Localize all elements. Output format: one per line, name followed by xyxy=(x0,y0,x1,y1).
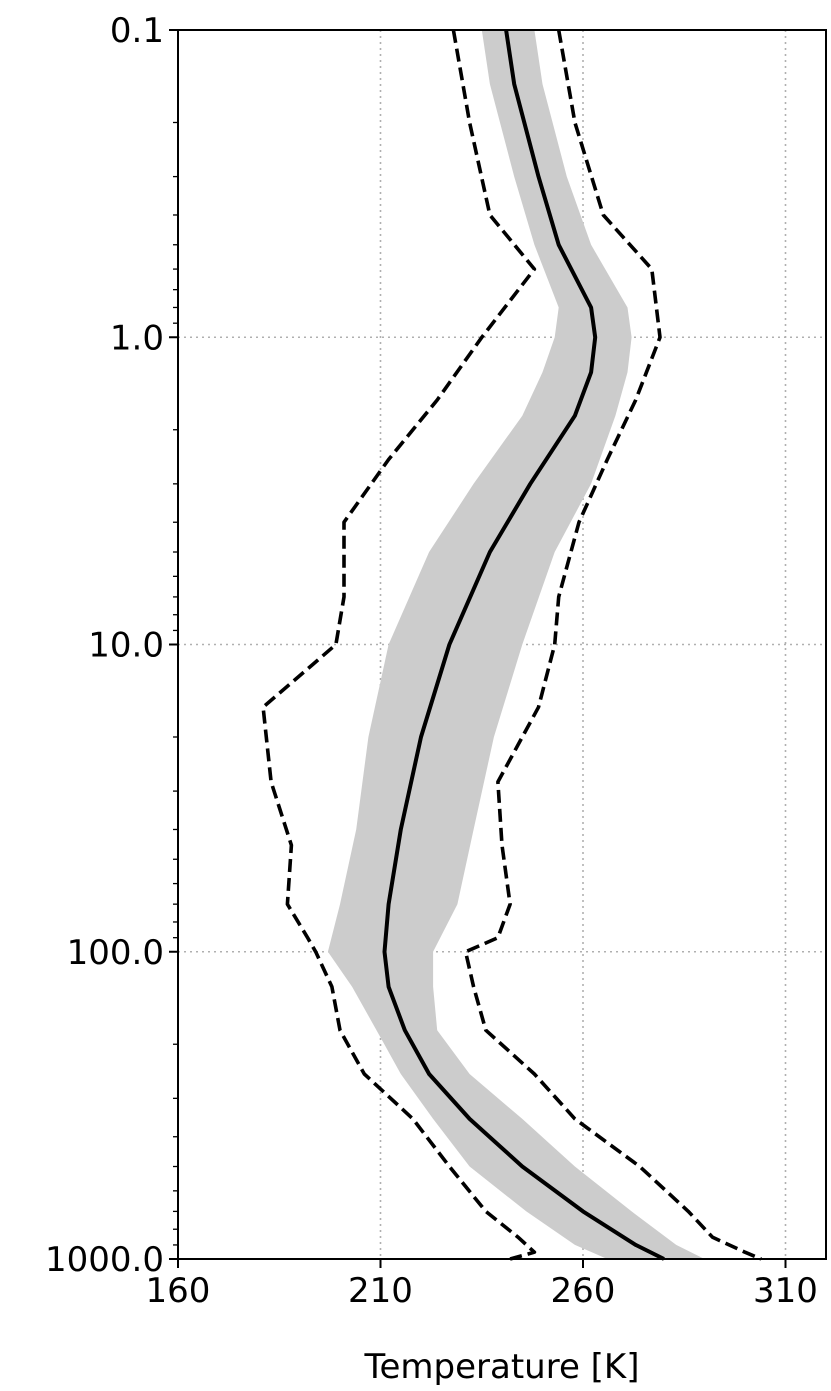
y-tick-label: 10.0 xyxy=(88,626,164,666)
y-tick-label: 0.1 xyxy=(110,11,164,51)
y-tick-label: 1.0 xyxy=(110,318,164,358)
x-axis-label: Temperature [K] xyxy=(363,1347,639,1387)
x-tick-label: 160 xyxy=(146,1271,211,1311)
x-tick-label: 260 xyxy=(551,1271,616,1311)
x-tick-label: 310 xyxy=(753,1271,818,1311)
x-tick-label: 210 xyxy=(348,1271,413,1311)
x-axis-ticks: 160 210 260 310 xyxy=(146,1259,818,1311)
profile-lines xyxy=(261,29,762,1261)
mean-profile-line xyxy=(382,29,665,1261)
y-tick-label: 1000.0 xyxy=(45,1240,164,1280)
extreme-profile-line-2 xyxy=(261,29,537,1261)
spread-band xyxy=(327,30,705,1259)
spread-band-area xyxy=(327,30,705,1259)
y-tick-label: 100.0 xyxy=(67,933,164,973)
extreme-profile-line-3 xyxy=(463,29,762,1261)
y-axis-ticks: 0.1 1.0 10.0 100.0 1000.0 xyxy=(45,11,178,1280)
